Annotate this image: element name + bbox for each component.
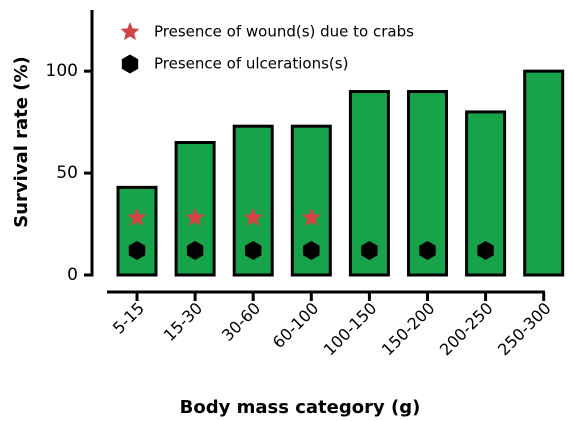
x-tick-label: 150-200 <box>378 299 439 360</box>
x-tick-label: 200-250 <box>436 299 497 360</box>
marker <box>301 207 321 226</box>
marker <box>185 207 205 226</box>
x-tick-label: 60-100 <box>269 299 323 353</box>
marker <box>477 241 494 260</box>
x-tick-label: 15-30 <box>160 299 206 345</box>
y-axis-label: Survival rate (%) <box>11 56 32 227</box>
marker <box>361 241 378 260</box>
x-axis-label: Body mass category (g) <box>180 397 421 418</box>
marker <box>186 241 204 260</box>
marker <box>419 241 436 260</box>
legend-marker <box>121 54 139 74</box>
marker <box>245 241 262 260</box>
marker <box>303 241 320 260</box>
x-tick-label: 250-300 <box>494 299 555 360</box>
marker <box>128 241 146 260</box>
x-tick-label: 30-60 <box>218 299 264 345</box>
x-tick-label: 100-150 <box>320 299 381 360</box>
x-tick-label: 5-15 <box>109 299 148 338</box>
y-tick-label: 50 <box>56 163 78 183</box>
bar <box>523 69 565 277</box>
marker <box>243 207 263 226</box>
legend-label: Presence of ulcerations(s) <box>154 55 348 73</box>
marker <box>127 207 147 226</box>
legend-marker <box>120 22 140 41</box>
legend-label: Presence of wound(s) due to crabs <box>154 23 414 41</box>
y-tick-label: 100 <box>46 61 78 81</box>
y-tick-label: 0 <box>67 265 78 285</box>
bar <box>116 185 158 277</box>
